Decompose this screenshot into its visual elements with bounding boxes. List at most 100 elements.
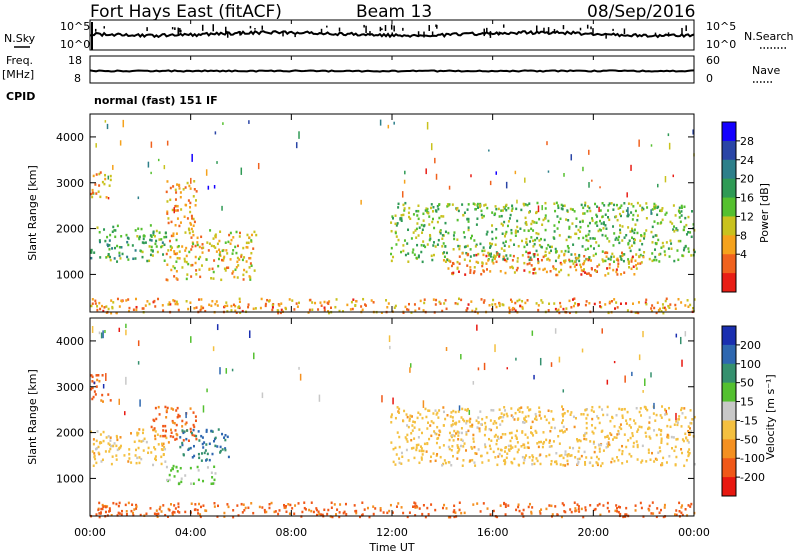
- range-gate-cell: [271, 303, 274, 307]
- range-gate-cell: [186, 429, 189, 432]
- range-gate-cell: [509, 254, 512, 257]
- range-gate-cell: [515, 357, 517, 361]
- range-gate-cell: [451, 433, 454, 437]
- range-gate-cell: [172, 299, 175, 302]
- range-gate-cell: [398, 461, 401, 465]
- range-gate-cell: [182, 453, 185, 456]
- range-gate-cell: [386, 511, 389, 515]
- range-gate-cell: [628, 424, 631, 427]
- range-gate-cell: [94, 183, 97, 186]
- range-gate-cell: [307, 311, 310, 314]
- colorbar-segment: [722, 254, 736, 274]
- range-gate-cell: [550, 444, 553, 448]
- range-gate-cell: [103, 306, 106, 309]
- range-gate-cell: [196, 243, 199, 247]
- range-gate-cell: [326, 512, 329, 516]
- range-gate-cell: [550, 463, 553, 466]
- range-gate-cell: [489, 242, 492, 245]
- range-gate-cell: [686, 439, 689, 442]
- range-gate-cell: [558, 254, 561, 258]
- range-gate-cell: [481, 417, 484, 421]
- range-gate-cell: [503, 462, 506, 466]
- range-gate-cell: [563, 253, 566, 257]
- range-gate-cell: [435, 441, 438, 445]
- range-gate-cell: [661, 218, 664, 222]
- nsearch-point: [384, 25, 387, 32]
- range-gate-cell: [96, 305, 99, 308]
- range-gate-cell: [585, 238, 588, 242]
- range-gate-cell: [443, 459, 446, 462]
- range-gate-cell: [615, 507, 618, 510]
- range-gate-cell: [444, 260, 447, 263]
- range-gate-cell: [109, 399, 112, 402]
- range-gate-cell: [248, 275, 251, 278]
- colorbar-tick-label: -50: [740, 433, 758, 446]
- range-gate-cell: [104, 173, 107, 177]
- range-gate-cell: [647, 507, 650, 511]
- range-gate-cell: [523, 229, 526, 232]
- range-gate-cell: [500, 222, 503, 226]
- range-gate-cell: [147, 161, 150, 168]
- range-gate-cell: [107, 255, 110, 258]
- range-gate-cell: [667, 133, 670, 137]
- nsearch-point: [685, 25, 687, 32]
- range-gate-cell: [151, 250, 154, 253]
- range-gate-cell: [641, 444, 644, 448]
- range-gate-cell: [580, 507, 583, 511]
- range-gate-cell: [667, 247, 670, 250]
- range-gate-cell: [392, 397, 394, 405]
- range-gate-cell: [390, 415, 393, 419]
- range-gate-cell: [542, 442, 545, 445]
- range-gate-cell: [550, 362, 553, 367]
- range-gate-cell: [611, 457, 614, 461]
- range-gate-cell: [684, 432, 687, 436]
- range-gate-cell: [330, 506, 333, 510]
- range-gate-cell: [236, 504, 239, 507]
- range-gate-cell: [438, 216, 441, 220]
- range-gate-cell: [312, 510, 315, 514]
- range-gate-cell: [182, 439, 185, 442]
- range-gate-cell: [135, 503, 138, 507]
- range-gate-cell: [192, 482, 195, 485]
- y-tick-label: 3000: [56, 381, 84, 394]
- range-gate-cell: [502, 258, 505, 261]
- nsearch-point: [174, 27, 176, 30]
- range-gate-cell: [277, 311, 280, 315]
- range-gate-cell: [497, 447, 500, 451]
- range-gate-cell: [584, 303, 587, 307]
- range-gate-cell: [525, 241, 528, 244]
- range-gate-cell: [205, 459, 208, 462]
- range-gate-cell: [493, 254, 496, 257]
- range-gate-cell: [687, 450, 690, 454]
- range-gate-cell: [191, 433, 194, 437]
- range-gate-cell: [594, 202, 597, 206]
- range-gate-cell: [568, 227, 571, 230]
- range-gate-cell: [224, 269, 227, 272]
- range-gate-cell: [573, 501, 576, 504]
- range-gate-cell: [548, 441, 551, 444]
- range-gate-cell: [659, 414, 662, 417]
- range-gate-cell: [328, 300, 331, 303]
- range-gate-cell: [619, 228, 622, 232]
- nsearch-point: [225, 30, 228, 34]
- range-gate-cell: [640, 506, 643, 510]
- range-gate-cell: [91, 302, 94, 305]
- range-gate-cell: [621, 414, 624, 417]
- nsearch-point: [226, 33, 229, 38]
- range-gate-cell: [592, 442, 595, 445]
- range-gate-cell: [392, 217, 395, 220]
- range-gate-cell: [658, 511, 661, 514]
- nsearch-point: [431, 31, 434, 37]
- range-gate-cell: [196, 465, 199, 469]
- range-gate-cell: [102, 505, 105, 508]
- range-gate-cell: [351, 307, 354, 311]
- range-gate-cell: [507, 444, 510, 448]
- range-gate-cell: [469, 459, 472, 462]
- range-gate-cell: [390, 413, 393, 416]
- range-gate-cell: [90, 304, 93, 308]
- range-gate-cell: [660, 439, 663, 443]
- range-gate-cell: [466, 208, 469, 211]
- range-gate-cell: [651, 501, 654, 504]
- range-gate-cell: [284, 505, 287, 508]
- range-gate-cell: [619, 206, 622, 209]
